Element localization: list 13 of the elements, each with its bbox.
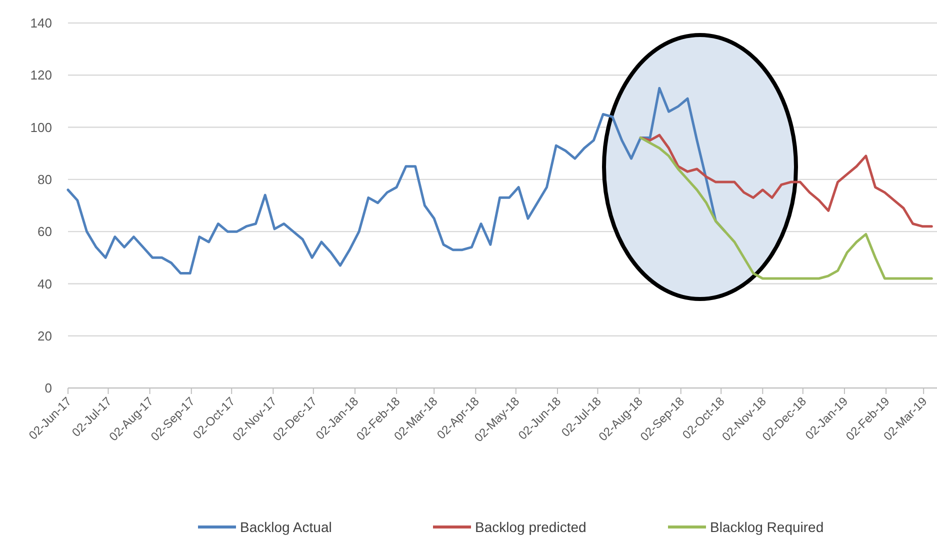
- y-tick-label: 120: [30, 68, 52, 83]
- legend-label: Backlog predicted: [475, 518, 586, 535]
- legend-label: Backlog Actual: [240, 518, 332, 535]
- line-series: [639, 136, 933, 280]
- y-tick-label: 40: [38, 276, 52, 292]
- y-tick-label: 100: [30, 120, 52, 135]
- y-tick-label: 60: [38, 224, 52, 240]
- y-tick-label: 20: [38, 328, 52, 344]
- y-tick-label: 140: [30, 16, 52, 31]
- y-tick-label: 80: [38, 172, 52, 187]
- line-series: [639, 134, 933, 228]
- y-tick-label: 0: [44, 380, 52, 396]
- legend-label: Blacklog Required: [710, 518, 824, 535]
